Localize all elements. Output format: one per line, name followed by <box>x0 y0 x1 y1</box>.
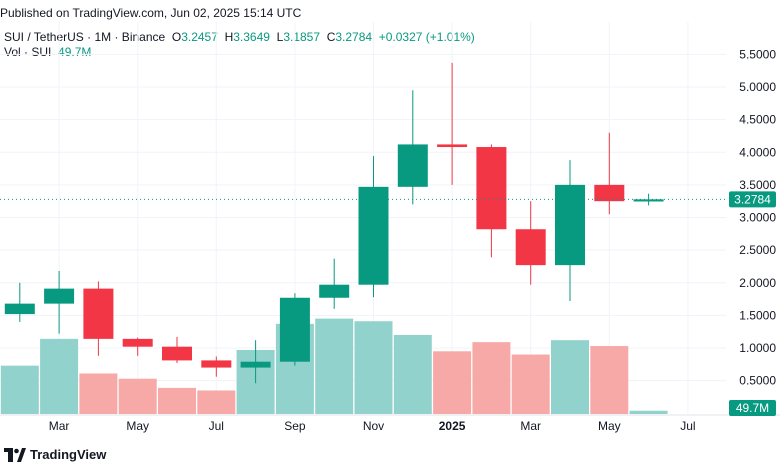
candle-body <box>83 288 114 339</box>
price-tick-label: 3.5000 <box>739 178 776 192</box>
change-value: +0.0327 (+1.01%) <box>378 30 475 44</box>
close-label: C <box>326 30 336 44</box>
time-tick-label: Mar <box>520 419 541 433</box>
last-price-tag-label: 3.2784 <box>734 192 771 206</box>
volume-bar <box>40 338 79 414</box>
candle-body <box>279 297 310 362</box>
candle-body <box>319 284 350 298</box>
candle-body <box>437 144 468 148</box>
high-value: 3.3649 <box>233 30 270 44</box>
time-tick-label: May <box>598 419 621 433</box>
volume-label: Vol · SUI <box>4 45 52 59</box>
price-tick-label: 5.5000 <box>739 47 776 61</box>
volume-bar <box>511 354 550 414</box>
low-value: 3.1857 <box>283 30 321 44</box>
price-tick-label: 5.0000 <box>739 80 776 94</box>
volume-legend: Vol · SUI 49.7M <box>4 45 91 59</box>
volume-bar <box>590 346 629 414</box>
volume-value: 49.7M <box>58 45 92 59</box>
symbol-legend: SUI / TetherUS · 1M · Binance O3.2457 H3… <box>4 30 475 44</box>
price-tick-label: 3.0000 <box>739 211 776 225</box>
close-value: 3.2784 <box>335 30 373 44</box>
candle-body <box>162 346 192 361</box>
candle-body <box>594 184 625 202</box>
candle-body <box>201 360 232 368</box>
candle-body <box>555 184 585 266</box>
time-tick-label: Mar <box>49 419 70 433</box>
brand-label: TradingView <box>30 447 107 462</box>
high-label: H <box>224 30 234 44</box>
price-tick-label: 1.0000 <box>739 341 776 355</box>
volume-bar <box>118 378 157 414</box>
symbol-title[interactable]: SUI / TetherUS · 1M · Binance <box>4 30 166 44</box>
volume-bar <box>315 318 354 414</box>
published-header: Published on TradingView.com, Jun 02, 20… <box>0 6 302 20</box>
last-price-tag <box>729 191 776 208</box>
open-value: 3.2457 <box>181 30 218 44</box>
candle-body <box>122 338 153 347</box>
volume-bar <box>629 410 668 414</box>
time-tick-label: Jul <box>209 419 224 433</box>
volume-bar <box>0 365 39 414</box>
volume-bar <box>433 351 472 414</box>
tradingview-logo-icon <box>4 447 26 462</box>
price-tick-label: 4.0000 <box>739 145 776 159</box>
volume-tag-label: 49.7M <box>736 401 769 415</box>
volume-bar <box>354 321 393 414</box>
time-tick-label: 2025 <box>439 419 466 433</box>
candle-body <box>476 147 507 230</box>
volume-bar <box>551 340 589 414</box>
low-label: L <box>276 30 284 44</box>
candle-body <box>358 186 389 285</box>
time-tick-label: Nov <box>363 419 384 433</box>
time-tick-label: Sep <box>284 419 306 433</box>
candle-body <box>4 303 35 315</box>
volume-bar <box>158 387 196 414</box>
time-tick-label: May <box>126 419 149 433</box>
time-tick-label: Jul <box>680 419 695 433</box>
open-label: O <box>171 30 182 44</box>
price-tick-label: 1.5000 <box>739 308 776 322</box>
candle-body <box>515 229 546 266</box>
price-tick-label: 2.5000 <box>739 243 776 257</box>
price-tick-label: 2.0000 <box>739 276 776 290</box>
price-tick-label: 0.5000 <box>739 374 776 388</box>
candle-body <box>397 144 428 187</box>
volume-bar <box>79 373 118 414</box>
candle-body <box>240 361 271 368</box>
volume-tag <box>729 400 776 416</box>
volume-bar <box>472 342 511 414</box>
price-tick-label: 4.5000 <box>739 113 776 127</box>
volume-bar <box>393 334 432 414</box>
candle-body <box>44 288 75 304</box>
tradingview-brand[interactable]: TradingView <box>4 447 106 462</box>
candle-body <box>633 199 664 202</box>
volume-bar <box>197 390 236 414</box>
